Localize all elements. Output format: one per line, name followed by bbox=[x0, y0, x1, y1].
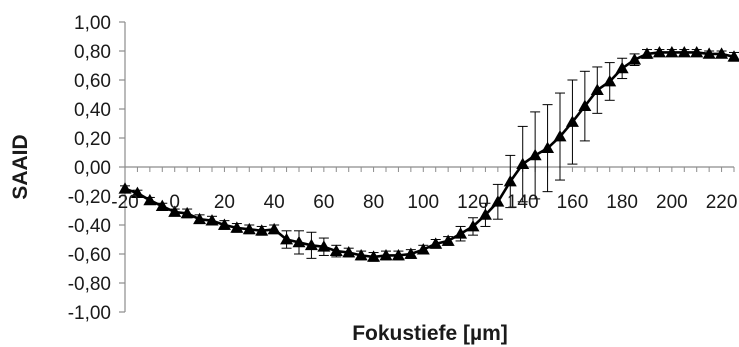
data-point bbox=[230, 221, 244, 233]
x-tick-label: 40 bbox=[264, 192, 285, 213]
data-point bbox=[702, 47, 716, 59]
y-tick-label: 1,00 bbox=[74, 13, 111, 34]
data-point bbox=[304, 238, 318, 251]
data-point bbox=[317, 240, 331, 252]
x-tick-label: 220 bbox=[706, 192, 738, 213]
data-point bbox=[205, 214, 219, 226]
data-point bbox=[615, 61, 629, 74]
data-point bbox=[652, 45, 666, 58]
data-point bbox=[677, 45, 691, 58]
data-point bbox=[379, 248, 393, 261]
data-point bbox=[155, 199, 169, 212]
x-tick-label: 100 bbox=[407, 192, 439, 213]
data-point bbox=[242, 222, 256, 235]
data-point bbox=[217, 218, 231, 230]
data-point bbox=[478, 208, 492, 220]
data-point bbox=[466, 219, 480, 232]
x-tick-label: 160 bbox=[557, 192, 589, 213]
y-tick-label: -1,00 bbox=[68, 303, 111, 324]
data-point bbox=[367, 250, 381, 262]
data-point bbox=[416, 243, 430, 255]
data-point bbox=[503, 175, 517, 187]
y-tick-label: -0,20 bbox=[68, 187, 111, 208]
data-point bbox=[454, 227, 468, 239]
data-point bbox=[690, 45, 704, 58]
y-axis-ticks bbox=[119, 21, 125, 313]
x-tick-label: 20 bbox=[214, 192, 235, 213]
data-point bbox=[715, 47, 729, 59]
data-point bbox=[565, 115, 579, 127]
data-point bbox=[528, 148, 542, 161]
y-tick-label: 0,60 bbox=[74, 71, 111, 92]
y-tick-label: 0,20 bbox=[74, 129, 111, 150]
x-tick-label: 200 bbox=[656, 192, 688, 213]
x-tick-label: 180 bbox=[606, 192, 638, 213]
data-point bbox=[391, 248, 405, 261]
x-axis-tick-labels: -20 0 20 40 60 80 100 120 140 160 180 200 220 bbox=[111, 192, 737, 213]
data-point bbox=[553, 130, 567, 142]
data-point bbox=[193, 212, 207, 225]
data-point bbox=[640, 47, 654, 59]
data-point bbox=[541, 141, 555, 154]
data-point bbox=[578, 99, 592, 111]
data-point bbox=[143, 193, 157, 206]
x-tick-label: -20 bbox=[111, 192, 138, 213]
y-axis-tick-labels: 1,00 0,80 0,60 0,40 0,20 0,00 -0,20 -0,40 -0,60 -… bbox=[68, 13, 111, 324]
data-point bbox=[267, 222, 281, 235]
x-tick-label: 60 bbox=[313, 192, 334, 213]
y-tick-label: -0,80 bbox=[68, 274, 111, 295]
data-point bbox=[130, 186, 144, 198]
data-point bbox=[180, 206, 194, 219]
data-point bbox=[429, 237, 443, 249]
data-point bbox=[354, 248, 368, 261]
data-point bbox=[118, 182, 132, 194]
data-point bbox=[404, 247, 418, 259]
data-point bbox=[590, 83, 604, 96]
y-tick-label: -0,60 bbox=[68, 245, 111, 266]
y-tick-label: 0,40 bbox=[74, 100, 111, 121]
y-tick-label: -0,40 bbox=[68, 216, 111, 237]
x-tick-label: 0 bbox=[169, 192, 180, 213]
data-point bbox=[628, 53, 642, 65]
data-point bbox=[329, 244, 343, 256]
data-point bbox=[441, 234, 455, 246]
data-point bbox=[603, 74, 617, 87]
series-markers bbox=[118, 45, 739, 262]
data-point bbox=[342, 246, 356, 258]
data-point bbox=[280, 233, 294, 245]
error-bars bbox=[120, 49, 739, 262]
data-point bbox=[491, 195, 505, 207]
x-axis-title: Fokustiefe [µm] bbox=[352, 322, 508, 345]
data-point bbox=[292, 235, 306, 248]
data-point bbox=[168, 205, 182, 217]
data-point bbox=[255, 224, 269, 236]
y-tick-label: 0,80 bbox=[74, 42, 111, 63]
data-point bbox=[727, 50, 739, 62]
x-tick-label: 80 bbox=[363, 192, 384, 213]
y-tick-label: 0,00 bbox=[74, 158, 111, 179]
x-tick-label: 120 bbox=[457, 192, 489, 213]
data-point bbox=[516, 157, 530, 169]
x-axis-ticks bbox=[124, 167, 735, 172]
x-tick-label: 140 bbox=[507, 192, 539, 213]
y-axis-title: SAAID bbox=[9, 134, 32, 199]
data-point bbox=[665, 45, 679, 58]
series-line bbox=[124, 51, 735, 259]
